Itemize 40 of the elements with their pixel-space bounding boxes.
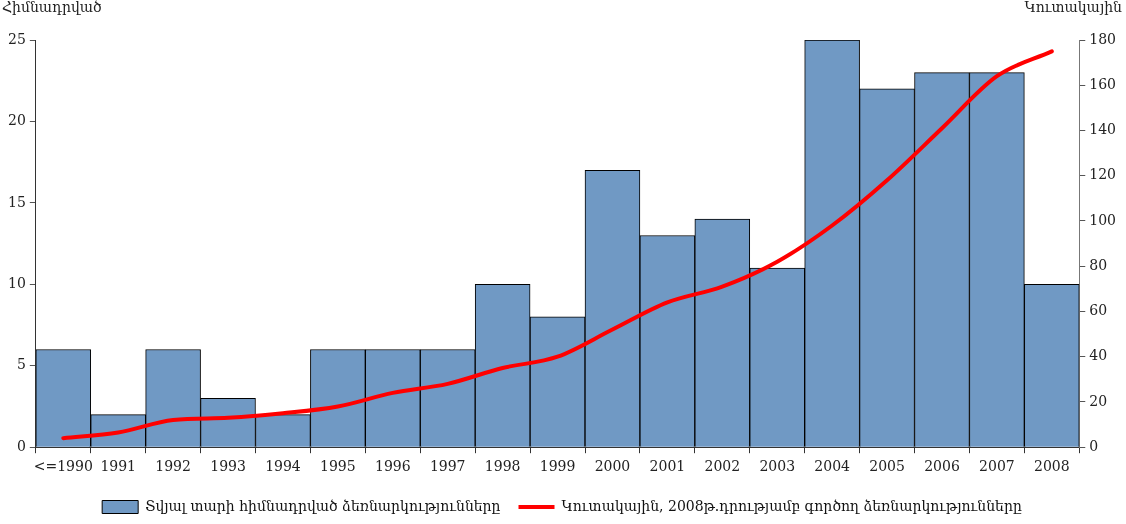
x-tick-label: 2003	[759, 458, 796, 475]
x-tick-label: 2001	[649, 458, 686, 475]
y2-tick-label: 40	[1089, 347, 1108, 364]
y2-tick-label: 140	[1089, 121, 1117, 138]
x-tick-label: 1992	[155, 458, 191, 475]
y-tick-label: 15	[7, 193, 26, 210]
y2-tick-label: 120	[1089, 166, 1117, 183]
legend-label: Կուտակային, 2008թ.դրությամբ գործող ձեռնարկությունները	[561, 497, 1022, 514]
x-tick-label: 1998	[484, 458, 521, 475]
y-tick-label: 20	[7, 112, 26, 129]
y2-tick-label: 20	[1089, 392, 1108, 409]
y2-tick-label: 100	[1089, 211, 1117, 228]
x-tick-label: 2002	[704, 458, 741, 475]
x-tick-label: 2007	[979, 458, 1015, 475]
legend-label: Տվյալ տարի հիմնադրված ձեռնարկությունները	[145, 497, 501, 514]
y2-tick-label: 180	[1089, 30, 1117, 47]
x-tick-label: 2008	[1034, 458, 1070, 475]
x-tick-label: 1999	[539, 458, 576, 475]
y-tick-label: 10	[7, 274, 26, 291]
x-tick-label: 2006	[924, 458, 960, 475]
x-tick-label: 1994	[265, 458, 301, 475]
y-tick-label: 25	[7, 30, 26, 47]
x-tick-label: 1995	[320, 458, 356, 475]
x-tick-label: 2005	[869, 458, 905, 475]
y-tick-label: 0	[16, 437, 26, 454]
x-tick-label: 1991	[100, 458, 137, 475]
y2-tick-label: 80	[1089, 256, 1108, 273]
line-series	[61, 49, 1054, 441]
x-tick-label: 2004	[814, 458, 851, 475]
x-tick-label: 2000	[594, 458, 631, 475]
y2-tick-label: 60	[1089, 302, 1108, 319]
y-tick-label: 5	[16, 356, 26, 373]
y2-axis-title: Կուտակային	[1024, 0, 1123, 15]
x-tick-label: <=1990	[33, 458, 93, 475]
y-axis-title: Հիմնադրված	[2, 0, 102, 15]
x-tick-label: 1993	[210, 458, 246, 475]
x-tick-label: 1996	[374, 458, 411, 475]
y2-tick-label: 160	[1089, 75, 1117, 92]
y2-tick-label: 0	[1089, 437, 1099, 454]
x-tick-label: 1997	[429, 458, 466, 475]
